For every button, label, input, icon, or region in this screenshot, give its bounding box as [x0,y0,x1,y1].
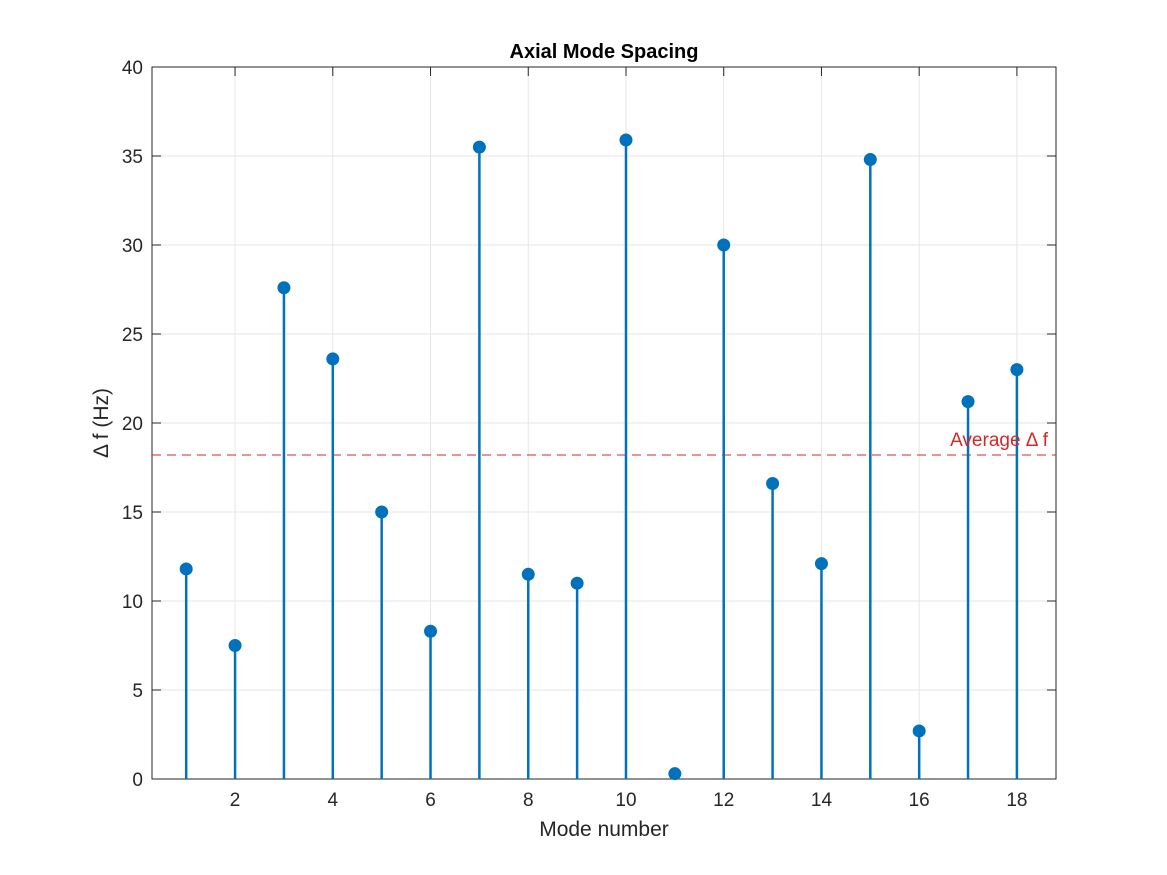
y-tick-label: 35 [122,147,143,168]
stem-series [179,133,1024,781]
x-tick-label: 12 [713,790,734,811]
stem-marker [179,562,193,576]
stem-marker [766,477,780,491]
x-tick-label: 2 [230,790,241,811]
stem-marker [619,133,633,147]
x-tick-label: 8 [523,790,534,811]
x-axis-label: Mode number [539,818,669,841]
y-tick-label: 20 [122,414,143,435]
stem-marker [521,567,535,581]
stem-marker [326,352,340,366]
x-tick-label: 18 [1006,790,1027,811]
stem-marker [424,624,438,638]
y-tick-label: 0 [132,770,143,791]
x-tick-label: 16 [909,790,930,811]
stem-marker [814,557,828,571]
stem-marker [863,153,877,167]
stem-marker [277,281,291,295]
stem-marker [228,639,242,652]
x-tick-label: 10 [615,790,636,811]
y-tick-label: 40 [122,58,143,79]
stem-marker [912,724,926,738]
x-tick-label: 6 [425,790,436,811]
x-tick-label: 14 [811,790,833,811]
stem-marker [472,140,486,154]
stem-marker [668,767,682,781]
stem-marker [570,576,584,590]
stem-marker [961,395,975,409]
stem-marker [1010,363,1024,377]
y-axis-label: Δ f (Hz) [90,388,113,458]
chart-title: Axial Mode Spacing [510,41,699,63]
stem-marker [717,238,731,252]
y-tick-label: 25 [122,325,143,346]
average-line-label: Average Δ f [950,430,1049,451]
y-tick-label: 10 [122,592,143,613]
stem-marker [375,505,389,519]
x-tick-label: 4 [328,790,339,811]
y-tick-label: 15 [122,503,143,524]
y-tick-label: 30 [122,236,143,257]
y-tick-label: 5 [132,681,143,702]
tick-labels: 2 4 6 8 10 12 14 16 18 0 5 10 15 20 25 30 35 40 [122,58,1028,811]
